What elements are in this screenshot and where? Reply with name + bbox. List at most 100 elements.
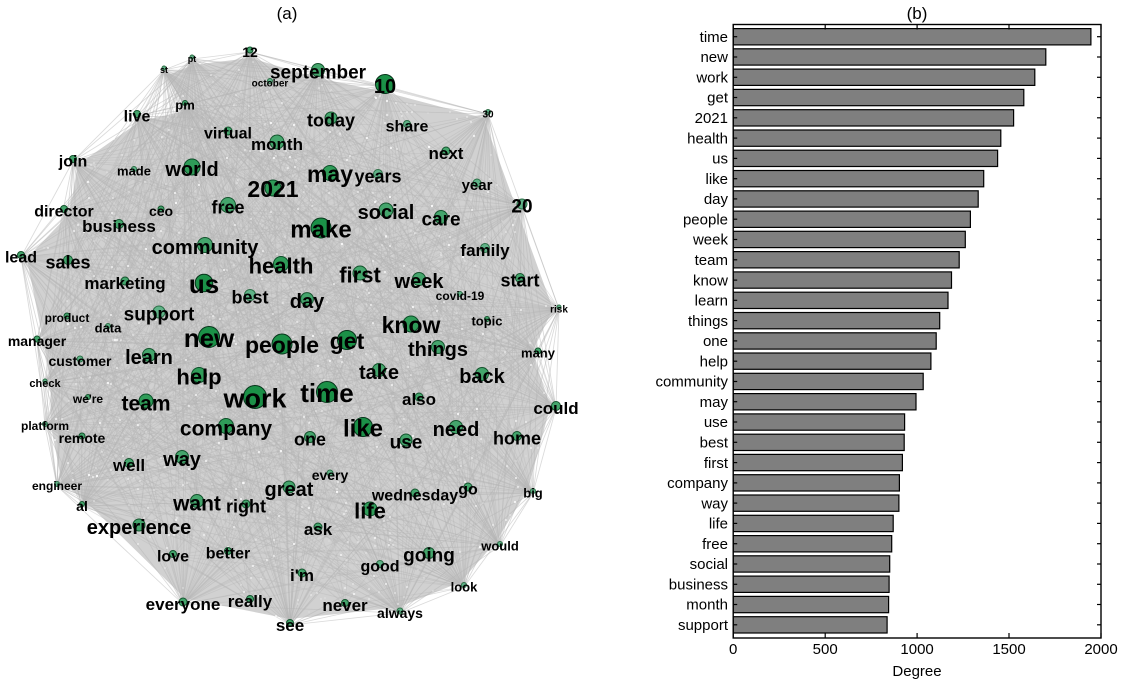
- svg-text:share: share: [386, 119, 429, 136]
- svg-text:people: people: [683, 211, 728, 228]
- svg-text:support: support: [678, 617, 729, 634]
- svg-text:team: team: [695, 252, 728, 269]
- svg-text:pm: pm: [175, 98, 195, 113]
- svg-text:many: many: [521, 346, 556, 361]
- svg-text:community: community: [655, 374, 728, 391]
- svg-text:next: next: [429, 144, 464, 163]
- svg-text:(b): (b): [907, 4, 928, 23]
- svg-text:business: business: [82, 217, 156, 236]
- svg-text:may: may: [700, 394, 729, 411]
- svg-text:need: need: [433, 419, 480, 441]
- svg-text:join: join: [58, 154, 87, 171]
- svg-text:know: know: [382, 312, 441, 338]
- svg-text:st: st: [160, 65, 168, 75]
- svg-text:community: community: [152, 237, 260, 259]
- svg-text:i'm: i'm: [290, 566, 314, 585]
- svg-text:work: work: [222, 383, 287, 413]
- svg-text:know: know: [693, 272, 728, 289]
- svg-text:first: first: [704, 455, 729, 472]
- svg-text:people: people: [245, 332, 319, 358]
- svg-text:experience: experience: [87, 517, 192, 539]
- svg-text:best: best: [231, 287, 268, 307]
- svg-text:today: today: [307, 110, 355, 130]
- svg-text:may: may: [307, 161, 353, 187]
- svg-text:ask: ask: [304, 520, 333, 539]
- svg-text:product: product: [45, 311, 90, 325]
- svg-text:could: could: [533, 399, 578, 418]
- svg-text:going: going: [403, 546, 455, 567]
- svg-text:help: help: [176, 365, 221, 390]
- svg-text:marketing: marketing: [84, 274, 165, 293]
- svg-text:year: year: [462, 177, 493, 194]
- svg-text:good: good: [360, 559, 399, 576]
- svg-text:we're: we're: [72, 392, 104, 406]
- svg-text:data: data: [95, 321, 123, 336]
- svg-text:week: week: [692, 232, 729, 249]
- svg-text:care: care: [421, 210, 460, 231]
- svg-text:lead: lead: [5, 250, 37, 267]
- svg-text:2000: 2000: [1084, 641, 1117, 658]
- svg-text:want: want: [172, 492, 221, 515]
- svg-text:also: also: [402, 390, 436, 409]
- svg-text:get: get: [330, 328, 365, 354]
- svg-text:covid-19: covid-19: [436, 289, 485, 303]
- svg-text:topic: topic: [471, 314, 502, 329]
- svg-text:2021: 2021: [695, 110, 728, 127]
- svg-text:one: one: [294, 429, 326, 449]
- svg-text:company: company: [667, 475, 728, 492]
- svg-text:really: really: [228, 592, 273, 611]
- svg-text:work: work: [695, 70, 728, 87]
- svg-text:support: support: [124, 305, 195, 326]
- svg-text:make: make: [290, 216, 351, 243]
- svg-text:time: time: [300, 378, 353, 408]
- svg-text:well: well: [112, 456, 145, 475]
- svg-text:wednesday: wednesday: [371, 488, 458, 505]
- svg-text:business: business: [669, 577, 728, 594]
- svg-text:start: start: [500, 270, 539, 290]
- svg-text:life: life: [354, 499, 386, 524]
- svg-text:way: way: [700, 495, 728, 512]
- svg-text:director: director: [34, 204, 94, 221]
- svg-text:engineer: engineer: [32, 479, 82, 493]
- svg-text:day: day: [290, 291, 325, 313]
- svg-text:risk: risk: [550, 305, 568, 316]
- svg-text:Degree: Degree: [892, 663, 941, 680]
- svg-text:learn: learn: [695, 293, 728, 310]
- svg-text:us: us: [189, 269, 219, 299]
- svg-text:month: month: [251, 135, 303, 154]
- svg-text:social: social: [690, 556, 728, 573]
- svg-text:take: take: [359, 362, 399, 384]
- svg-text:help: help: [700, 353, 728, 370]
- svg-text:see: see: [276, 616, 304, 635]
- svg-text:ceo: ceo: [149, 203, 173, 219]
- svg-text:1500: 1500: [992, 641, 1025, 658]
- svg-text:first: first: [339, 263, 381, 288]
- svg-text:check: check: [29, 378, 61, 390]
- svg-text:made: made: [117, 164, 151, 179]
- svg-text:(a): (a): [277, 4, 298, 23]
- svg-text:new: new: [184, 323, 235, 353]
- svg-text:family: family: [460, 241, 510, 260]
- svg-text:always: always: [377, 605, 423, 621]
- svg-text:pt: pt: [188, 54, 197, 64]
- svg-text:virtual: virtual: [204, 126, 252, 143]
- svg-text:health: health: [687, 130, 728, 147]
- svg-text:things: things: [688, 313, 728, 330]
- svg-text:500: 500: [813, 641, 838, 658]
- svg-text:go: go: [458, 482, 478, 499]
- svg-text:day: day: [704, 191, 729, 208]
- svg-text:way: way: [162, 449, 202, 471]
- svg-text:best: best: [700, 435, 729, 452]
- svg-text:time: time: [700, 29, 728, 46]
- svg-text:learn: learn: [125, 347, 173, 369]
- svg-text:1000: 1000: [900, 641, 933, 658]
- svg-text:10: 10: [374, 76, 396, 98]
- svg-text:manager: manager: [8, 333, 67, 349]
- svg-text:al: al: [76, 498, 88, 514]
- svg-text:week: week: [394, 271, 445, 293]
- svg-text:better: better: [206, 546, 250, 563]
- svg-text:new: new: [700, 49, 728, 66]
- svg-text:get: get: [707, 90, 729, 107]
- svg-text:things: things: [408, 339, 468, 361]
- svg-text:team: team: [121, 392, 170, 415]
